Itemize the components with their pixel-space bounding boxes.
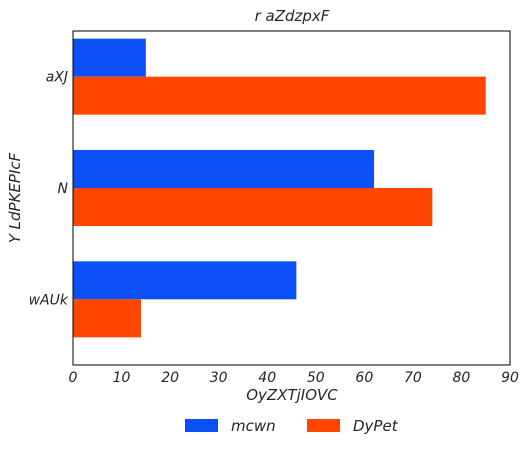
x-tick-label: 80 bbox=[453, 370, 471, 386]
x-tick-label: 60 bbox=[355, 370, 373, 386]
bar-DyPet-aXJ bbox=[73, 76, 486, 115]
x-axis-ticks: 0 10 20 30 40 50 60 70 80 90 bbox=[69, 370, 519, 386]
bars-group bbox=[73, 38, 486, 338]
legend-swatch-mcwn bbox=[185, 419, 218, 432]
x-tick-label: 0 bbox=[69, 370, 78, 386]
y-tick-label: aXJ bbox=[46, 70, 68, 86]
y-tick-label: N bbox=[58, 181, 69, 197]
bar-mcwn-wAUk bbox=[73, 261, 297, 300]
legend-label-mcwn: mcwn bbox=[231, 417, 276, 435]
bar-mcwn-aXJ bbox=[73, 38, 146, 77]
legend-label-DyPet: DyPet bbox=[353, 417, 399, 435]
plot-frame bbox=[72, 30, 511, 366]
x-tick-label: 70 bbox=[404, 370, 422, 386]
y-tick-label: wAUk bbox=[29, 292, 69, 308]
chart-title: r aZdzpxF bbox=[255, 7, 330, 25]
bar-DyPet-wAUk bbox=[73, 299, 141, 338]
x-tick-label: 50 bbox=[307, 370, 325, 386]
bar-DyPet-N bbox=[73, 188, 433, 226]
y-axis-label: Y LdPKEPIcF bbox=[6, 152, 24, 243]
x-tick-label: 20 bbox=[161, 370, 179, 386]
x-tick-label: 90 bbox=[501, 370, 519, 386]
legend-swatch-DyPet bbox=[307, 419, 340, 432]
x-tick-label: 10 bbox=[113, 370, 131, 386]
bar-mcwn-N bbox=[73, 150, 375, 188]
x-axis-label: OyZXTjIOVC bbox=[246, 386, 338, 404]
x-tick-label: 40 bbox=[258, 370, 276, 386]
legend: mcwn DyPet bbox=[185, 417, 399, 435]
x-tick-label: 30 bbox=[210, 370, 228, 386]
